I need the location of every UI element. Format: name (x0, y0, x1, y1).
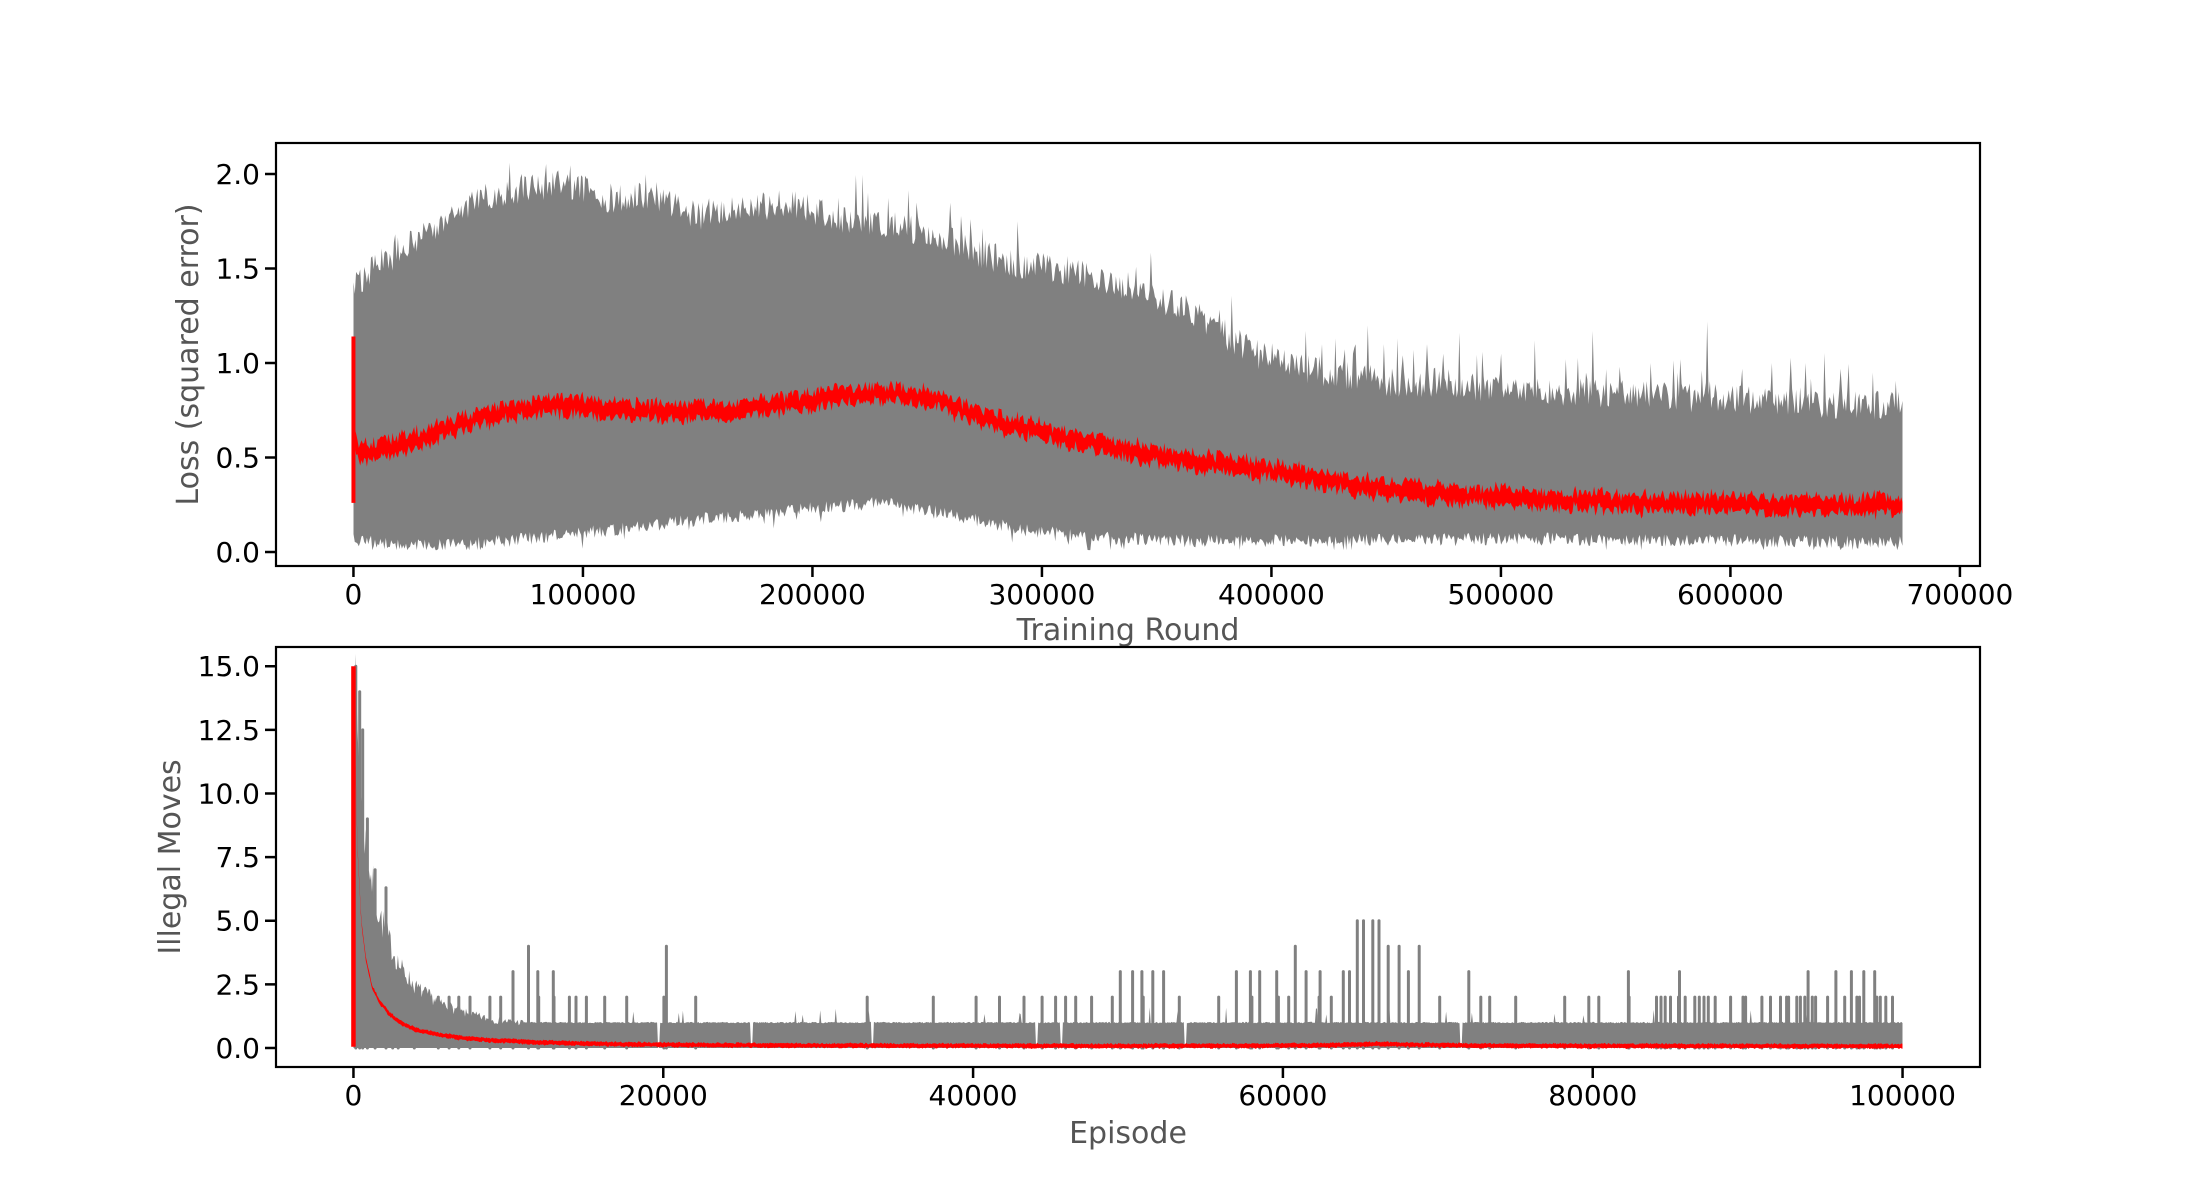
loss-series-group (351, 162, 1903, 551)
x-tick-label: 300000 (988, 578, 1095, 611)
x-tick-label: 700000 (1906, 578, 2013, 611)
x-tick-label: 60000 (1238, 1079, 1327, 1112)
y-tick-label: 0.0 (215, 536, 260, 569)
y-tick-label: 1.5 (215, 253, 260, 286)
x-tick-label: 500000 (1447, 578, 1554, 611)
y-tick-label: 2.0 (215, 158, 260, 191)
x-tick-label: 600000 (1677, 578, 1784, 611)
x-axis-label-training-round: Training Round (1016, 613, 1240, 648)
y-axis-label-illegal-moves: Illegal Moves (153, 759, 188, 954)
y-tick-label: 15.0 (198, 650, 260, 683)
y-tick-label: 0.0 (215, 1032, 260, 1065)
x-tick-label: 0 (345, 1079, 363, 1112)
illegal-moves-axis-ticks: 0 20000 40000 60000 80000 100000 0.0 2.5 5.0 7.5 1… (198, 650, 1956, 1112)
x-tick-label: 0 (345, 578, 363, 611)
x-tick-label: 20000 (619, 1079, 708, 1112)
y-tick-label: 10.0 (198, 777, 260, 810)
y-axis-label-loss: Loss (squared error) (171, 203, 206, 505)
illegal-moves-chart: 0 20000 40000 60000 80000 100000 0.0 2.5 5.0 7.5 1… (153, 645, 1982, 1151)
x-tick-label: 80000 (1548, 1079, 1637, 1112)
loss-axis-ticks: 0 100000 200000 300000 400000 500000 600000 700… (215, 158, 2013, 611)
plot-frame (274, 141, 1982, 568)
x-axis-label-episode: Episode (1069, 1116, 1187, 1151)
y-tick-label: 2.5 (215, 968, 260, 1001)
smoothed-loss-series (353, 380, 1903, 521)
loss-chart: 0 100000 200000 300000 400000 500000 600000 700… (171, 141, 2013, 648)
x-tick-label: 40000 (929, 1079, 1018, 1112)
x-tick-label: 200000 (759, 578, 866, 611)
y-tick-label: 12.5 (198, 714, 260, 747)
x-tick-label: 100000 (1849, 1079, 1956, 1112)
y-tick-label: 1.0 (215, 347, 260, 380)
illegal-moves-series-group (351, 653, 1903, 1050)
y-tick-label: 7.5 (215, 841, 260, 874)
x-tick-label: 400000 (1218, 578, 1325, 611)
raw-loss-series (353, 162, 1903, 551)
x-tick-label: 100000 (530, 578, 637, 611)
y-tick-label: 0.5 (215, 442, 260, 475)
y-tick-label: 5.0 (215, 905, 260, 938)
